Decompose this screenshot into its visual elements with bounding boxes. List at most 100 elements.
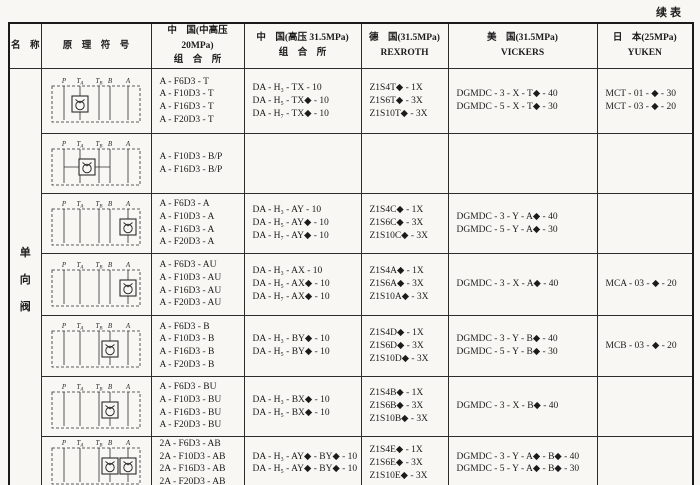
- svg-text:TB: TB: [96, 261, 103, 271]
- model-code-line: Z1S4T◆ - 1X: [369, 82, 423, 93]
- model-code-line: Z1S10D◆ - 3X: [369, 353, 429, 364]
- continued-table-label: 续表: [656, 7, 684, 19]
- principle-symbol-cell: P TA TB B A: [40, 436, 152, 485]
- svg-text:A: A: [125, 77, 131, 85]
- check-valve-schematic: P TA TB B A: [51, 383, 141, 429]
- model-code-line: DA - H₅ - BX◆ - 10: [252, 407, 330, 418]
- svg-text:P: P: [61, 77, 67, 85]
- model-code-line: Z1S4B◆ - 1X: [369, 388, 424, 399]
- model-codes-vickers: DGMDC - 3 - X - T◆ - 40 DGMDC - 5 - X - T…: [447, 68, 598, 135]
- model-code-line: Z1S6T◆ - 3X: [369, 95, 423, 106]
- model-code-line: A - F20D3 - BU: [159, 420, 222, 431]
- model-code-line: A - F10D3 - BU: [159, 394, 222, 405]
- model-codes-china-315mpa: DA - H₃ - AX - 10 DA - H₅ - AX◆ - 10 DA - …: [243, 253, 362, 317]
- model-code-line: DGMDC - 5 - Y - A◆ - 30: [456, 224, 558, 235]
- svg-text:B: B: [108, 200, 113, 208]
- svg-text:P: P: [61, 261, 67, 269]
- header-principle-symbol: 原 理 符 号: [40, 22, 152, 70]
- svg-text:A: A: [125, 383, 131, 391]
- table-row: P TA TB B A A - F6D3 - BU A - F10D3 - BU A - F1…: [9, 376, 694, 438]
- model-codes-china-20mpa: 2A - F6D3 - AB 2A - F10D3 - AB 2A - F16D3 …: [150, 436, 245, 485]
- model-code-line: DA - H₇ - AX◆ - 10: [252, 292, 330, 303]
- model-code-line: A - F20D3 - AU: [159, 298, 222, 309]
- principle-symbol-cell: P TA TB B A: [40, 68, 152, 135]
- model-code-line: Z1S10C◆ - 3X: [369, 231, 429, 242]
- svg-text:P: P: [61, 383, 67, 391]
- model-codes-china-315mpa: DA - H₃ - AY - 10 DA - H₅ - AY◆ - 10 DA - …: [243, 193, 362, 255]
- model-code-line: DA - H₃ - AY - 10: [252, 205, 322, 216]
- svg-text:P: P: [61, 140, 67, 148]
- model-codes-china-315mpa: DA - H₃ - AY◆ - BY◆ - 10 DA - H₅ - AY◆ - …: [243, 436, 362, 485]
- model-codes-vickers: DGMDC - 3 - X - B◆ - 40: [447, 376, 598, 438]
- model-code-line: A - F16D3 - A: [159, 224, 215, 235]
- model-code-line: A - F6D3 - T: [159, 76, 209, 87]
- svg-text:TB: TB: [96, 140, 103, 150]
- header-japan-yuken: 日 本(25MPa) YUKEN: [596, 22, 694, 70]
- model-code-line: A - F16D3 - AU: [159, 285, 222, 296]
- model-codes-yuken: MCT - 01 - ◆ - 30 MCT - 03 - ◆ - 20: [596, 68, 694, 135]
- model-codes-china-20mpa: A - F6D3 - AU A - F10D3 - AU A - F16D3 - A…: [150, 253, 245, 317]
- header-china-20mpa: 中 国(中高压 20MPa) 组 合 所: [150, 22, 245, 70]
- model-codes-yuken: [596, 193, 694, 255]
- table-row: P TA TB B A A - F6D3 - B A - F10D3 - B A - F16D…: [9, 315, 694, 378]
- model-code-line: A - F16D3 - B/P: [159, 164, 223, 175]
- model-code-line: Z1S10T◆ - 3X: [369, 108, 428, 119]
- principle-symbol-cell: P TA TB B A: [40, 193, 152, 255]
- table-row: P TA TB B A A - F6D3 - AU A - F10D3 - AU A - F1…: [9, 253, 694, 317]
- model-codes-rexroth: [360, 133, 449, 195]
- model-code-line: Z1S6C◆ - 3X: [369, 218, 424, 229]
- model-codes-china-315mpa: DA - H₃ - BX◆ - 10 DA - H₅ - BX◆ - 10: [243, 376, 362, 438]
- svg-text:TA: TA: [77, 140, 85, 150]
- model-code-line: MCT - 01 - ◆ - 30: [605, 89, 676, 100]
- model-code-line: Z1S4E◆ - 1X: [369, 445, 423, 456]
- category-character: 向: [19, 274, 31, 287]
- svg-text:TA: TA: [77, 200, 85, 210]
- model-code-line: DA - H₇ - TX◆ - 10: [252, 108, 329, 119]
- model-code-line: Z1S6A◆ - 3X: [369, 279, 424, 290]
- model-code-line: Z1S4C◆ - 1X: [369, 205, 424, 216]
- model-codes-rexroth: Z1S4T◆ - 1X Z1S6T◆ - 3X Z1S10T◆ - 3X: [360, 68, 449, 135]
- model-codes-rexroth: Z1S4A◆ - 1X Z1S6A◆ - 3X Z1S10A◆ - 3X: [360, 253, 449, 317]
- principle-symbol-cell: P TA TB B A: [40, 315, 152, 378]
- model-code-line: Z1S10A◆ - 3X: [369, 292, 429, 303]
- model-code-line: A - F10D3 - B: [159, 334, 215, 345]
- model-code-line: DA - H₅ - AY◆ - 10: [252, 218, 329, 229]
- model-code-line: MCA - 03 - ◆ - 20: [605, 279, 677, 290]
- svg-text:B: B: [108, 322, 113, 330]
- model-code-line: DA - H₃ - TX - 10: [252, 82, 322, 93]
- check-valve-schematic: P TA TB B A: [51, 140, 141, 186]
- model-code-line: Z1S6E◆ - 3X: [369, 458, 423, 468]
- model-code-line: 2A - F10D3 - AB: [159, 451, 226, 462]
- svg-text:P: P: [61, 439, 67, 447]
- valve-model-comparison-table: 名 称 原 理 符 号 中 国(中高压 20MPa) 组 合 所 中 国(高压 …: [8, 22, 694, 485]
- model-code-line: A - F16D3 - BU: [159, 407, 222, 418]
- header-name: 名 称: [8, 22, 42, 70]
- model-codes-yuken: MCA - 03 - ◆ - 20: [596, 253, 694, 317]
- model-codes-china-315mpa: DA - H₃ - BY◆ - 10 DA - H₅ - BY◆ - 10: [243, 315, 362, 378]
- model-code-line: Z1S6B◆ - 3X: [369, 401, 424, 412]
- svg-text:A: A: [125, 140, 131, 148]
- category-label-check-valve: 单向阀: [8, 68, 42, 485]
- model-code-line: DGMDC - 3 - Y - B◆ - 40: [456, 334, 558, 345]
- check-valve-schematic: P TA TB B A: [51, 322, 141, 368]
- svg-text:A: A: [125, 322, 131, 330]
- model-code-line: A - F6D3 - A: [159, 199, 210, 210]
- model-code-line: A - F20D3 - B: [159, 359, 215, 370]
- header-china-315mpa: 中 国(高压 31.5MPa) 组 合 所: [243, 22, 362, 70]
- model-code-line: Z1S10B◆ - 3X: [369, 414, 429, 425]
- category-character: 阀: [19, 301, 31, 314]
- model-code-line: MCT - 03 - ◆ - 20: [605, 102, 676, 113]
- model-code-line: DGMDC - 5 - Y - A◆ - B◆ - 30: [456, 464, 580, 475]
- svg-text:B: B: [108, 439, 113, 447]
- table-header: 名 称 原 理 符 号 中 国(中高压 20MPa) 组 合 所 中 国(高压 …: [8, 22, 694, 70]
- model-codes-rexroth: Z1S4D◆ - 1X Z1S6D◆ - 3X Z1S10D◆ - 3X: [360, 315, 449, 378]
- model-code-line: 2A - F6D3 - AB: [159, 438, 221, 449]
- header-usa-vickers: 美 国(31.5MPa) VICKERS: [447, 22, 598, 70]
- model-code-line: DA - H₅ - AX◆ - 10: [252, 279, 330, 290]
- model-codes-yuken: [596, 436, 694, 485]
- model-code-line: Z1S4A◆ - 1X: [369, 266, 424, 277]
- model-code-line: DGMDC - 3 - Y - A◆ - B◆ - 40: [456, 451, 580, 462]
